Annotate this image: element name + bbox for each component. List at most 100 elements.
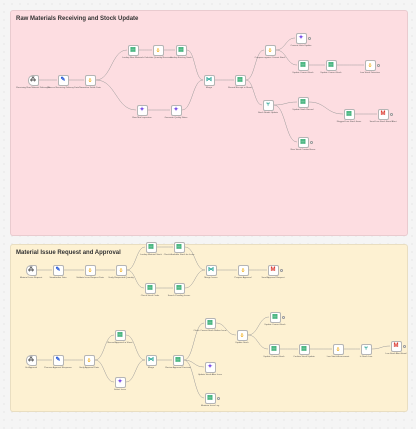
node-r-gmail[interactable]: M bbox=[377, 108, 389, 120]
code-icon: {} bbox=[87, 357, 91, 362]
node-r-sheet-a[interactable]: ▤ bbox=[127, 44, 139, 56]
ai-icon: ✦ bbox=[117, 379, 123, 385]
node-r-code-b[interactable]: {} bbox=[152, 44, 164, 56]
node-r-ai-b[interactable]: ✦ bbox=[170, 104, 182, 116]
node-a-ai-b[interactable]: ✦ bbox=[114, 376, 126, 388]
connection-a_code_mid-a_sheet_s1[interactable] bbox=[247, 316, 270, 336]
node-a-sheet-up[interactable]: ▤ bbox=[172, 354, 184, 366]
connection-a_sheet_t1-a_code_mid[interactable] bbox=[215, 322, 237, 336]
node-r-code-cmp[interactable]: {} bbox=[264, 44, 276, 56]
node-a-code1[interactable]: {} bbox=[83, 354, 95, 366]
node-a-merge[interactable]: ⋈ bbox=[145, 354, 157, 366]
node-i-trigger[interactable]: ⁂ bbox=[25, 264, 37, 276]
node-a-sheet-t1[interactable]: ▤ bbox=[204, 317, 216, 329]
node-a-parse[interactable]: ✎ bbox=[52, 354, 64, 366]
group-receiving[interactable]: Raw Materials Receiving and Stock Update bbox=[10, 10, 408, 236]
connection-a_sheet_up-a_sheet_t3[interactable] bbox=[183, 359, 205, 399]
connection-r_sheet_f1-r_sheet_alert[interactable] bbox=[308, 101, 344, 115]
connection-a_sheet_up-a_sheet_t1[interactable] bbox=[183, 322, 205, 361]
node-r-code1[interactable]: {} bbox=[84, 74, 96, 86]
code-icon: {} bbox=[88, 77, 92, 82]
node-a-sheet-a[interactable]: ▤ bbox=[114, 329, 126, 341]
node-i-sheet-c[interactable]: ▤ bbox=[144, 282, 156, 294]
connection-r_code_cmp-r_ai_t1[interactable] bbox=[275, 37, 296, 51]
connection-r_code_cmp-r_sheet_t2[interactable] bbox=[275, 49, 298, 66]
connection-a_ai_b-a_merge[interactable] bbox=[125, 359, 146, 383]
node-r-sheet-t3[interactable]: ▤ bbox=[325, 59, 337, 71]
node-i-code2[interactable]: {} bbox=[115, 264, 127, 276]
connection-a_code1-a_ai_b[interactable] bbox=[94, 359, 115, 383]
output-handle[interactable] bbox=[308, 36, 311, 40]
connection-r_code1-r_ai_a[interactable] bbox=[95, 79, 137, 111]
node-a-sheet-t3[interactable]: ▤ bbox=[204, 392, 216, 404]
output-handle[interactable] bbox=[390, 112, 393, 116]
node-r-sheet-f2[interactable]: ▤ bbox=[297, 136, 309, 148]
node-a-trigger[interactable]: ⁂ bbox=[25, 354, 37, 366]
node-a-code-s4[interactable]: {} bbox=[332, 343, 344, 355]
node-i-code3[interactable]: {} bbox=[237, 264, 249, 276]
node-i-sheet-a[interactable]: ▤ bbox=[145, 241, 157, 253]
connection-r_sheet_up-r_code_cmp[interactable] bbox=[245, 49, 265, 81]
node-r-sheet-alert[interactable]: ▤ bbox=[343, 108, 355, 120]
ai-icon: ✦ bbox=[139, 107, 145, 113]
node-r-sheet-up[interactable]: ▤ bbox=[234, 74, 246, 86]
node-a-sheet-s1[interactable]: ▤ bbox=[269, 311, 281, 323]
node-a-sheet-s2[interactable]: ▤ bbox=[268, 343, 280, 355]
connection-r_code1-r_sheet_a[interactable] bbox=[95, 49, 128, 81]
output-handle[interactable] bbox=[310, 140, 313, 144]
output-handle[interactable] bbox=[377, 63, 380, 67]
connection-a_code1-a_sheet_a[interactable] bbox=[94, 334, 115, 361]
node-a-code-mid[interactable]: {} bbox=[236, 329, 248, 341]
pen-icon: ✎ bbox=[55, 267, 61, 273]
node-r-parse[interactable]: ✎ bbox=[57, 74, 69, 86]
node-label-a-sheet-s2: Update Current Stock bbox=[263, 356, 285, 358]
connection-i_code2-i_sheet_a[interactable] bbox=[126, 246, 146, 271]
node-label-r-sheet-t3: Update Current Stock bbox=[320, 72, 342, 74]
sheets-icon: ▤ bbox=[176, 244, 182, 250]
connection-r_sheet_up-r_if[interactable] bbox=[245, 79, 263, 106]
node-r-sheet-c[interactable]: ▤ bbox=[175, 44, 187, 56]
node-label-i-code3: Prepare Approval bbox=[234, 277, 252, 279]
output-handle[interactable] bbox=[403, 344, 406, 348]
connection-r_ai_b-r_merge[interactable] bbox=[181, 79, 204, 111]
connection-r_if-r_sheet_f1[interactable] bbox=[273, 101, 298, 106]
node-label-i-gmail: Send Approval Request bbox=[261, 277, 285, 279]
node-a-ai-t2[interactable]: ✦ bbox=[204, 361, 216, 373]
node-label-a-code1: Verify Approval Data bbox=[79, 367, 99, 369]
gmail-icon: M bbox=[270, 267, 276, 273]
node-r-sheet-f1[interactable]: ▤ bbox=[297, 96, 309, 108]
node-label-a-ai-t2: Update Stock After Issue bbox=[197, 374, 223, 376]
node-a-sheet-s3[interactable]: ▤ bbox=[298, 343, 310, 355]
connection-a_code_mid-a_sheet_s2[interactable] bbox=[247, 334, 269, 350]
connection-r_sheet_c-r_merge[interactable] bbox=[186, 49, 204, 81]
node-r-trigger[interactable]: ⁂ bbox=[27, 74, 39, 86]
connection-a_if-a_gmail[interactable] bbox=[371, 345, 391, 350]
connection-a_sheet_up-a_ai_t2[interactable] bbox=[183, 359, 205, 368]
node-i-sheet-d[interactable]: ▤ bbox=[173, 282, 185, 294]
node-i-code1[interactable]: {} bbox=[84, 264, 96, 276]
output-handle[interactable] bbox=[280, 268, 283, 272]
node-r-ai-a[interactable]: ✦ bbox=[136, 104, 148, 116]
sheets-icon: ▤ bbox=[207, 395, 213, 401]
node-a-gmail[interactable]: M bbox=[390, 340, 402, 352]
node-i-merge[interactable]: ⋈ bbox=[205, 264, 217, 276]
node-r-sheet-t2[interactable]: ▤ bbox=[297, 59, 309, 71]
node-r-code-t4[interactable]: {} bbox=[364, 59, 376, 71]
node-r-ai-t1[interactable]: ✦ bbox=[295, 32, 307, 44]
connection-a_sheet_a-a_merge[interactable] bbox=[125, 334, 146, 361]
node-i-parse[interactable]: ✎ bbox=[52, 264, 64, 276]
node-i-sheet-b[interactable]: ▤ bbox=[173, 241, 185, 253]
node-label-a-parse: Process Approval Response bbox=[44, 367, 72, 369]
node-i-gmail[interactable]: M bbox=[267, 264, 279, 276]
node-a-if[interactable]: ⑂ bbox=[360, 343, 372, 355]
output-handle[interactable] bbox=[282, 315, 285, 319]
connection-i_sheet_d-i_merge[interactable] bbox=[184, 269, 206, 289]
node-r-if[interactable]: ⑂ bbox=[262, 99, 274, 111]
connection-i_sheet_b-i_merge[interactable] bbox=[184, 246, 206, 271]
node-label-r-ai-t1: Convert Units Update bbox=[290, 45, 312, 47]
node-label-r-code-b: Calculate Quantity Received bbox=[144, 57, 172, 59]
output-handle[interactable] bbox=[217, 396, 220, 400]
node-label-r-code-t4: Low Stock Detection bbox=[360, 72, 380, 74]
node-r-merge[interactable]: ⋈ bbox=[203, 74, 215, 86]
connection-i_code2-i_sheet_c[interactable] bbox=[126, 269, 145, 289]
